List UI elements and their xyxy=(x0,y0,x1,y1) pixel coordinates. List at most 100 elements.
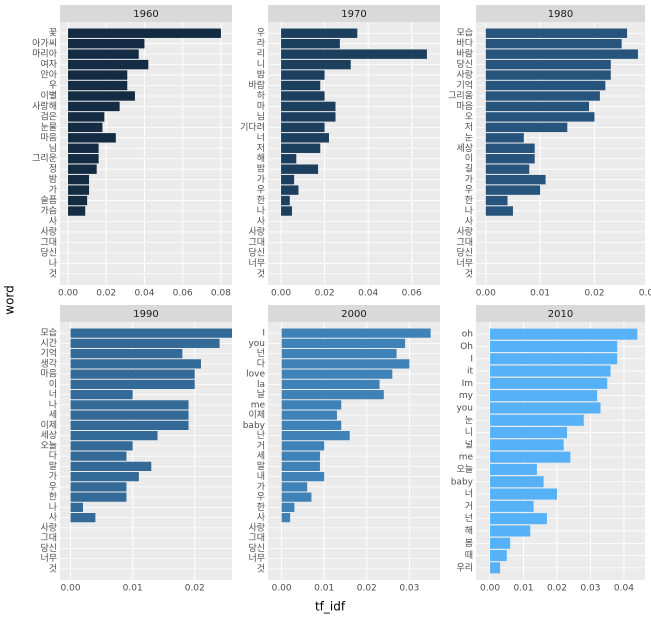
y-tick-label: 가 xyxy=(257,481,265,492)
y-tick-label: you xyxy=(248,339,265,349)
y-tick-label: 가 xyxy=(49,471,57,482)
y-tick-label: 해 xyxy=(257,153,265,164)
bar xyxy=(485,70,611,80)
x-tick-label: 0.03 xyxy=(639,289,651,299)
facet-title: 1990 xyxy=(133,309,158,320)
y-tick-label: 정 xyxy=(49,164,57,175)
x-tick-label: 0.00 xyxy=(480,584,500,594)
y-tick-label: me xyxy=(251,400,266,410)
bar xyxy=(490,488,557,500)
y-tick-label: 사랑 xyxy=(456,225,473,237)
bar xyxy=(68,49,139,59)
bar xyxy=(485,164,530,174)
bar xyxy=(68,91,135,101)
y-tick-label: 이별 xyxy=(40,90,57,101)
y-tick-label: 나 xyxy=(257,206,265,217)
bar xyxy=(70,441,133,451)
bar xyxy=(490,525,531,537)
bar xyxy=(490,390,598,402)
y-tick-label: 니 xyxy=(465,427,473,438)
bar xyxy=(70,338,220,348)
bar xyxy=(490,402,601,414)
bar xyxy=(281,185,299,195)
y-tick-label: 눈 xyxy=(465,415,473,426)
bar xyxy=(68,185,90,195)
bar xyxy=(281,410,337,420)
y-tick-label: 시간 xyxy=(40,338,57,349)
bar xyxy=(485,195,508,206)
bar xyxy=(70,328,232,338)
y-tick-label: 한 xyxy=(257,502,265,513)
y-tick-label: Im xyxy=(462,379,473,389)
bar xyxy=(490,340,618,352)
y-tick-label: 마리아 xyxy=(32,49,58,60)
bar xyxy=(485,206,513,216)
y-tick-label: 모습 xyxy=(40,328,57,339)
y-tick-label: 이제 xyxy=(40,420,57,431)
y-tick-label: 바람 xyxy=(248,79,265,91)
x-tick-label: 0.04 xyxy=(614,584,634,594)
y-tick-label: my xyxy=(459,391,474,401)
bar xyxy=(490,513,547,525)
bar xyxy=(70,349,183,359)
bar xyxy=(281,28,358,38)
y-tick-label: 마음 xyxy=(40,369,57,380)
y-tick-label: 검은 xyxy=(40,110,57,122)
y-tick-label: 한 xyxy=(257,195,265,206)
bar xyxy=(490,476,544,488)
x-tick-label: 0.01 xyxy=(513,584,533,594)
bar xyxy=(485,133,524,143)
y-tick-label: 오늘 xyxy=(40,440,57,451)
y-tick-label: 그대 xyxy=(456,237,473,248)
bar xyxy=(281,133,329,143)
x-tick-label: 0.01 xyxy=(123,584,143,594)
x-tick-label: 0.06 xyxy=(402,289,422,299)
y-tick-label: 우 xyxy=(257,492,265,503)
y-tick-label: 우 xyxy=(257,28,265,39)
y-tick-label: 다 xyxy=(49,451,58,462)
bar xyxy=(68,122,103,133)
bar xyxy=(70,410,189,420)
y-tick-label: 넌 xyxy=(465,513,473,524)
y-tick-label: 한 xyxy=(49,492,57,503)
y-tick-label: 나 xyxy=(49,399,57,410)
y-tick-label: 니 xyxy=(257,59,265,70)
bar xyxy=(68,195,88,206)
y-tick-label: 해 xyxy=(465,525,473,536)
y-tick-label: 당신 xyxy=(456,59,473,70)
y-tick-label: 당신 xyxy=(248,247,265,258)
y-tick-label: Oh xyxy=(460,342,473,352)
y-tick-label: 당신 xyxy=(40,543,57,554)
y-tick-label: 당신 xyxy=(40,247,57,258)
x-tick-label: 0.00 xyxy=(272,584,292,594)
y-tick-label: 봄 xyxy=(465,538,473,549)
x-tick-label: 0.00 xyxy=(476,289,496,299)
x-tick-label: 0.01 xyxy=(314,584,334,594)
facet-title: 1960 xyxy=(133,9,158,20)
bar xyxy=(68,59,149,70)
bar xyxy=(68,70,128,80)
y-tick-label: oh xyxy=(462,330,473,340)
bar xyxy=(70,379,195,389)
y-tick-label: 세 xyxy=(257,451,265,462)
y-tick-label: 사랑 xyxy=(248,225,265,237)
x-tick-label: 0.02 xyxy=(547,584,567,594)
y-axis-title: word xyxy=(3,285,17,315)
x-axis-title: tf_idf xyxy=(315,600,346,614)
y-tick-label: 밤 xyxy=(49,174,57,185)
bar xyxy=(281,420,342,430)
y-tick-label: 때 xyxy=(465,550,473,561)
bar xyxy=(281,328,431,338)
facet-strip xyxy=(268,5,440,22)
y-tick-label: 내 xyxy=(257,471,265,482)
y-tick-label: baby xyxy=(451,477,474,487)
bar xyxy=(281,59,351,70)
y-tick-label: 것 xyxy=(49,268,57,279)
bar xyxy=(68,38,145,49)
y-tick-label: 말 xyxy=(49,460,57,472)
bar xyxy=(68,206,86,216)
y-tick-label: la xyxy=(257,380,265,390)
y-tick-label: 사 xyxy=(465,216,474,227)
x-tick-label: 0.00 xyxy=(58,289,78,299)
